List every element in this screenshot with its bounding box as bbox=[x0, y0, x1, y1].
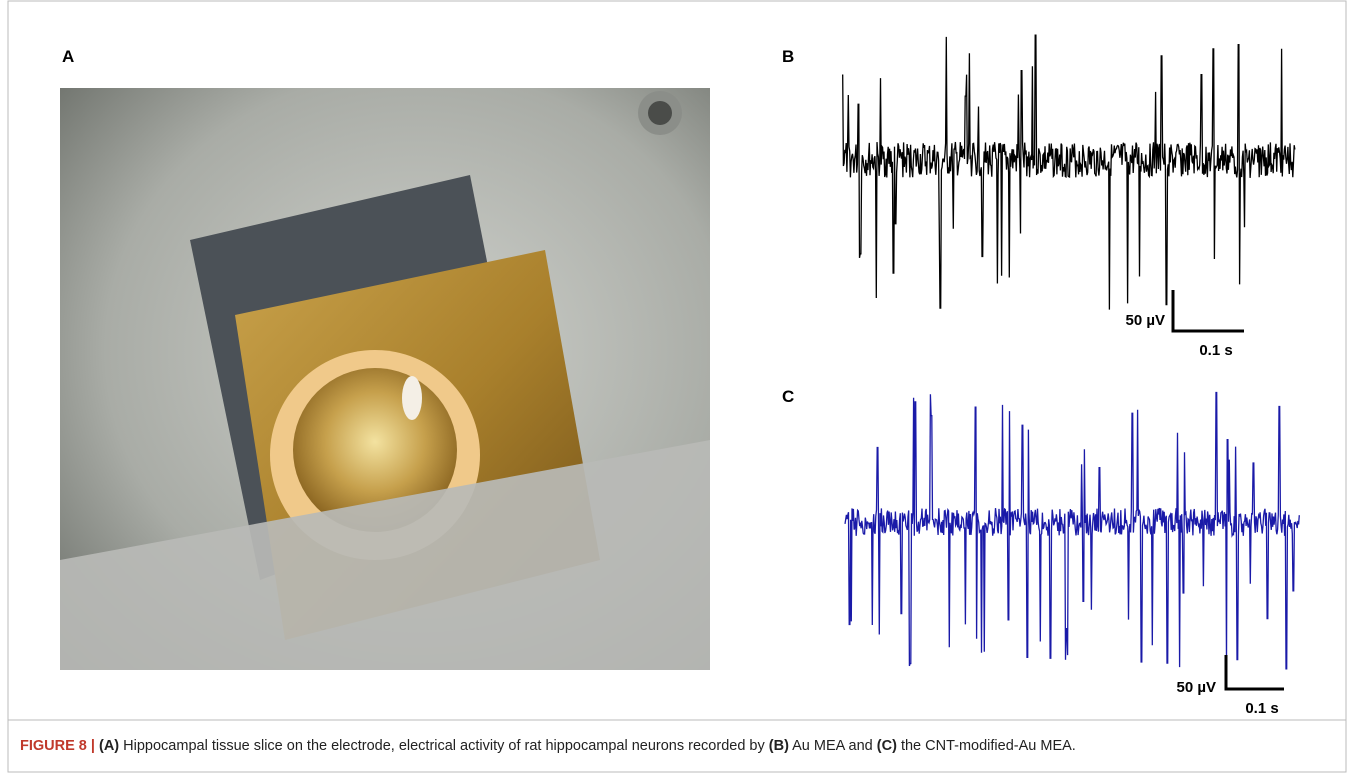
panel-label: B bbox=[782, 47, 794, 66]
panel-label: C bbox=[782, 387, 794, 406]
scale-label: 50 µV bbox=[1126, 312, 1166, 329]
caption-run: the CNT-modified-Au MEA. bbox=[897, 738, 1076, 754]
caption-run: Au MEA and bbox=[789, 738, 877, 754]
scale-label: 0.1 s bbox=[1245, 700, 1278, 717]
figure: A B C 50 µV 0.1 s 50 µV 0.1 s FIGURE 8 |… bbox=[0, 0, 1355, 773]
trace bbox=[842, 35, 1295, 309]
photo bbox=[60, 88, 710, 670]
trace bbox=[845, 393, 1299, 669]
caption: FIGURE 8 | (A) Hippocampal tissue slice … bbox=[20, 738, 1076, 754]
caption-run: FIGURE 8 | bbox=[20, 738, 99, 754]
caption-run: (A) bbox=[99, 738, 119, 754]
caption-run: Hippocampal tissue slice on the electrod… bbox=[119, 738, 769, 754]
scale-label: 50 µV bbox=[1177, 679, 1217, 696]
scale-label: 0.1 s bbox=[1199, 342, 1232, 359]
caption-run: (C) bbox=[877, 738, 897, 754]
caption-run: (B) bbox=[769, 738, 789, 754]
figure-art: A B C 50 µV 0.1 s 50 µV 0.1 s bbox=[0, 0, 1355, 773]
panel-label: A bbox=[62, 47, 74, 66]
